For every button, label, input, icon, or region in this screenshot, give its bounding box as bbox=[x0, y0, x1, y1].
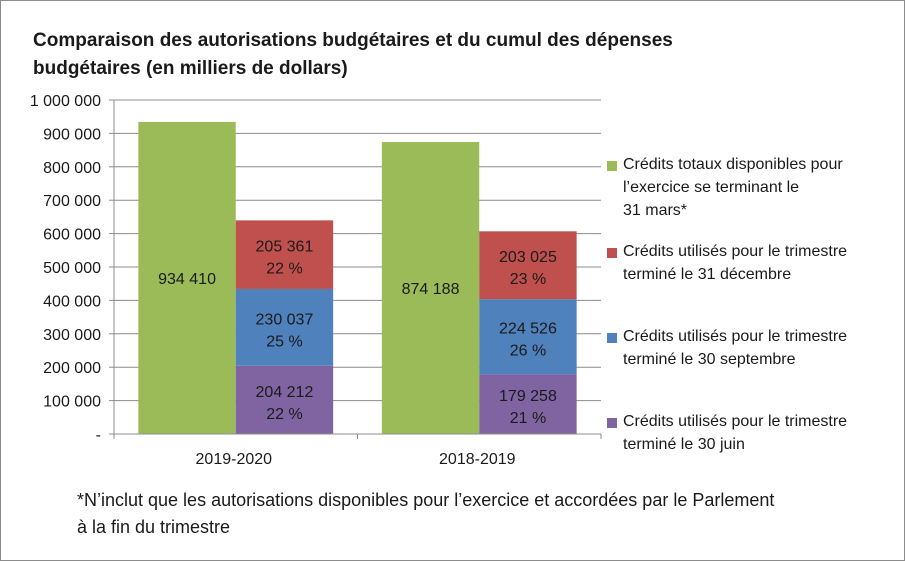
bar-2018-2019-series-1 bbox=[479, 374, 577, 434]
plot-area: - 100 000 200 000 300 000 400 000 500 000 600 … bbox=[30, 93, 602, 468]
pct-label-2019-2020-series-3: 22 % bbox=[266, 261, 302, 278]
legend-label-q2-september: Crédits utilisés pour le trimestre termi… bbox=[623, 325, 893, 371]
footnote: *N’inclut que les autorisations disponib… bbox=[77, 487, 897, 541]
y-tick-label-0: - bbox=[96, 427, 101, 444]
x-tick-label-2019-2020: 2019-2020 bbox=[196, 451, 273, 468]
y-tick-label-6: 600 000 bbox=[43, 227, 101, 244]
legend-label-q1-june: Crédits utilisés pour le trimestre termi… bbox=[623, 410, 893, 456]
y-tick-label-8: 800 000 bbox=[43, 160, 101, 177]
data-label-2018-2019-series-2: 224 526 bbox=[499, 321, 557, 338]
chart-title-line-2: budgétaires (en milliers de dollars) bbox=[33, 58, 348, 79]
pct-label-2018-2019-series-1: 21 % bbox=[510, 410, 546, 427]
y-tick-label-7: 700 000 bbox=[43, 193, 101, 210]
legend-label-total-credits-line-3: 31 mars* bbox=[623, 202, 688, 219]
y-tick-label-4: 400 000 bbox=[43, 293, 101, 310]
legend-swatch-total-credits bbox=[607, 161, 617, 171]
axes: - 100 000 200 000 300 000 400 000 500 000 600 … bbox=[30, 93, 602, 468]
legend-label-q3-december: Crédits utilisés pour le trimestre termi… bbox=[623, 240, 893, 286]
bar-2018-2019-series-2 bbox=[479, 299, 577, 375]
y-tick-label-9: 900 000 bbox=[43, 126, 101, 143]
bar-2019-2020-series-1 bbox=[235, 365, 334, 434]
y-tick-label-3: 300 000 bbox=[43, 327, 101, 344]
legend-swatch-q3-december bbox=[607, 248, 617, 258]
footnote-line-1: *N’inclut que les autorisations disponib… bbox=[77, 490, 775, 510]
legend-label-q1-june-line-1: Crédits utilisés pour le trimestre bbox=[623, 413, 848, 430]
y-tick-label-1: 100 000 bbox=[43, 394, 101, 411]
chart-title-line-1: Comparaison des autorisations budgétaire… bbox=[33, 30, 673, 51]
legend-label-q2-september-line-2: terminé le 30 septembre bbox=[623, 351, 796, 368]
data-label-2019-2020-series-0: 934 410 bbox=[158, 271, 216, 288]
bar-2019-2020-series-2 bbox=[235, 288, 334, 366]
legend-label-q1-june-line-2: terminé le 30 juin bbox=[623, 436, 745, 453]
y-tick-label-2: 200 000 bbox=[43, 360, 101, 377]
data-label-2019-2020-series-1: 204 212 bbox=[256, 384, 314, 401]
pct-label-2019-2020-series-1: 22 % bbox=[266, 406, 302, 423]
legend-label-total-credits-line-1: Crédits totaux disponibles pour bbox=[623, 156, 843, 173]
legend-swatch-q1-june bbox=[607, 418, 617, 428]
pct-label-2018-2019-series-3: 23 % bbox=[510, 271, 546, 288]
legend-label-q3-december-line-2: terminé le 31 décembre bbox=[623, 266, 792, 283]
chart-title: Comparaison des autorisations budgétaire… bbox=[33, 27, 733, 83]
bars bbox=[138, 121, 577, 435]
data-label-2019-2020-series-2: 230 037 bbox=[256, 311, 314, 328]
data-label-2018-2019-series-3: 203 025 bbox=[499, 249, 557, 266]
data-labels: 934 410 204 212 22 % 230 037 25 % 205 361 22 %… bbox=[158, 239, 557, 427]
data-label-2019-2020-series-3: 205 361 bbox=[256, 239, 314, 256]
y-tick-label-10: 1 000 000 bbox=[30, 93, 101, 110]
pct-label-2019-2020-series-2: 25 % bbox=[266, 333, 302, 350]
footnote-line-2: à la fin du trimestre bbox=[77, 517, 231, 537]
x-tick-label-2018-2019: 2018-2019 bbox=[439, 451, 516, 468]
legend-label-q2-september-line-1: Crédits utilisés pour le trimestre bbox=[623, 328, 848, 345]
bar-2019-2020-series-3 bbox=[235, 220, 334, 289]
data-label-2018-2019-series-0: 874 188 bbox=[402, 281, 460, 298]
bar-2019-2020-series-0 bbox=[138, 121, 236, 435]
y-tick-label-5: 500 000 bbox=[43, 260, 101, 277]
pct-label-2018-2019-series-2: 26 % bbox=[510, 343, 546, 360]
bar-2018-2019-series-3 bbox=[479, 231, 577, 300]
legend-swatch-q2-september bbox=[607, 333, 617, 343]
legend-label-total-credits-line-2: l’exercice se terminant le bbox=[623, 179, 800, 196]
bar-2018-2019-series-0 bbox=[381, 142, 480, 434]
legend-label-q3-december-line-1: Crédits utilisés pour le trimestre bbox=[623, 243, 848, 260]
legend-label-total-credits: Crédits totaux disponibles pour l’exerci… bbox=[623, 153, 893, 222]
data-label-2018-2019-series-1: 179 258 bbox=[499, 388, 557, 405]
